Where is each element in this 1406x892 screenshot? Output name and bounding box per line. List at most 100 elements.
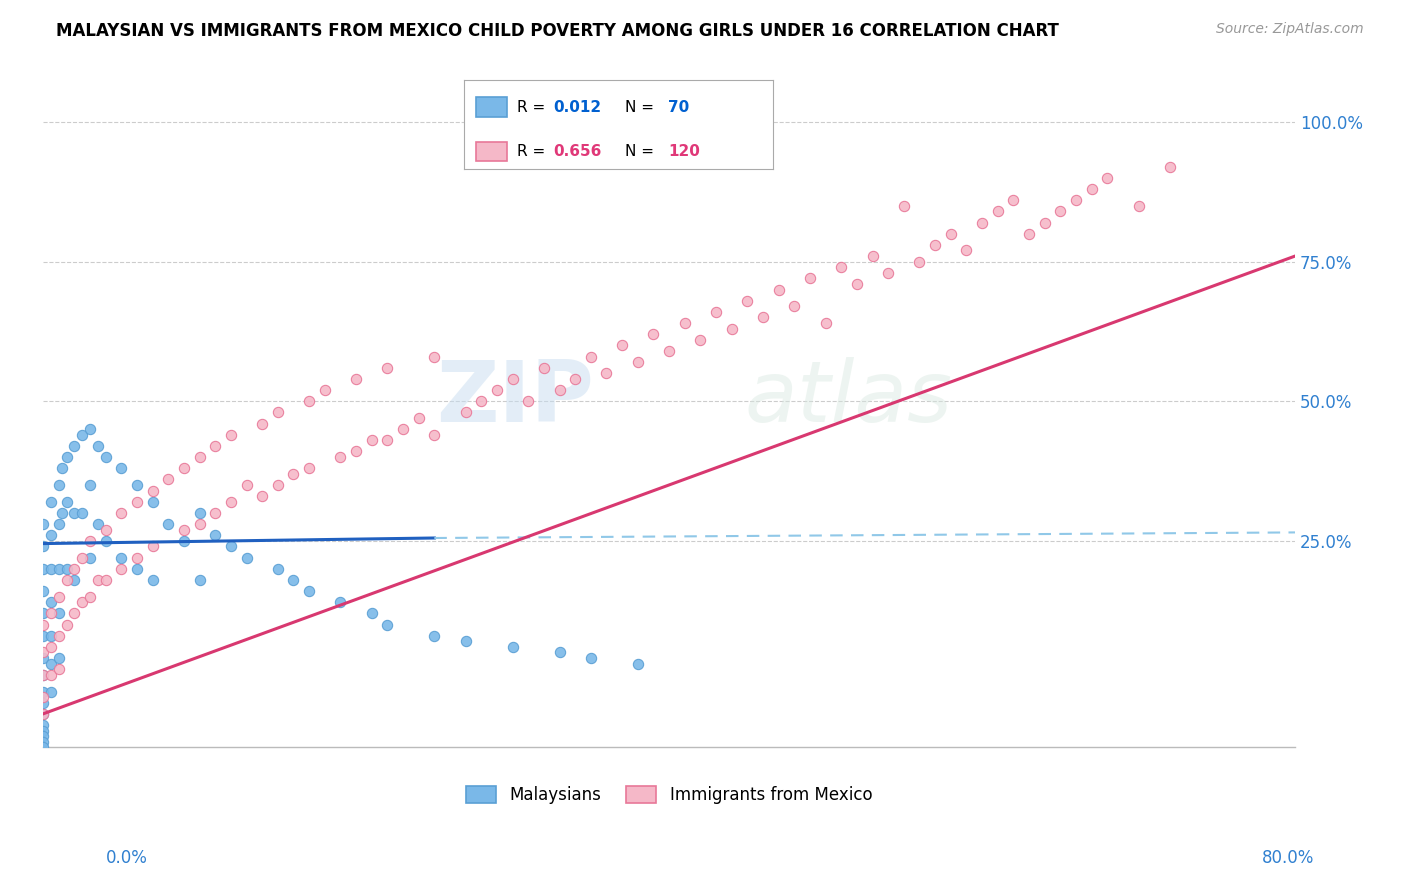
Point <box>485 383 508 397</box>
Point <box>377 617 399 632</box>
Point <box>970 216 993 230</box>
Point <box>235 478 257 492</box>
Point <box>454 634 477 648</box>
Point <box>39 595 62 609</box>
Point <box>1128 199 1150 213</box>
Point <box>32 729 55 743</box>
Point <box>908 254 931 268</box>
Point <box>298 394 321 409</box>
Point <box>32 706 55 721</box>
Point <box>39 657 62 671</box>
Point <box>32 667 55 681</box>
Point <box>329 450 352 464</box>
Point <box>924 238 946 252</box>
Point <box>32 684 55 698</box>
Point <box>48 607 70 621</box>
Point <box>32 740 55 755</box>
Point <box>610 338 633 352</box>
Text: 0.012: 0.012 <box>554 100 602 114</box>
Point <box>39 684 62 698</box>
Point <box>48 478 70 492</box>
Point <box>955 244 977 258</box>
Point <box>32 735 55 749</box>
Point <box>595 367 617 381</box>
Point <box>830 260 852 275</box>
Point <box>377 360 399 375</box>
Point <box>51 506 73 520</box>
Text: N =: N = <box>624 145 658 159</box>
Point <box>579 350 602 364</box>
Text: R =: R = <box>516 100 550 114</box>
Point <box>737 293 759 308</box>
Point <box>1002 194 1025 208</box>
Point <box>39 562 62 576</box>
Point <box>63 562 86 576</box>
Point <box>298 584 321 599</box>
Point <box>720 321 742 335</box>
Point <box>63 439 86 453</box>
Point <box>1080 182 1102 196</box>
Point <box>1064 194 1087 208</box>
Point <box>704 305 727 319</box>
Point <box>32 690 55 705</box>
Text: 70: 70 <box>668 100 689 114</box>
Point <box>1018 227 1040 241</box>
Point <box>63 573 86 587</box>
Point <box>32 696 55 710</box>
Bar <box>477 142 508 161</box>
Point <box>752 310 775 325</box>
Point <box>502 372 524 386</box>
Point <box>157 472 180 486</box>
Point <box>79 590 101 604</box>
Point <box>814 316 837 330</box>
Point <box>39 528 62 542</box>
Point <box>32 607 55 621</box>
Point <box>173 523 195 537</box>
Point <box>110 562 132 576</box>
Point <box>298 461 321 475</box>
Point <box>125 478 148 492</box>
Point <box>55 617 77 632</box>
Point <box>79 478 101 492</box>
Point <box>94 523 117 537</box>
Point <box>408 411 430 425</box>
Point <box>55 573 77 587</box>
Point <box>32 540 55 554</box>
Point <box>783 299 806 313</box>
Point <box>454 405 477 419</box>
Point <box>579 651 602 665</box>
Point <box>110 550 132 565</box>
Point <box>204 528 226 542</box>
Point <box>344 372 367 386</box>
Point <box>188 506 211 520</box>
Point <box>70 595 93 609</box>
Point <box>329 595 352 609</box>
Point <box>188 516 211 531</box>
Point <box>423 350 446 364</box>
Point <box>1159 160 1181 174</box>
Point <box>283 467 305 481</box>
Point <box>87 516 110 531</box>
Point <box>110 506 132 520</box>
Point <box>32 562 55 576</box>
Text: ZIP: ZIP <box>436 358 593 441</box>
Point <box>110 461 132 475</box>
Point <box>32 584 55 599</box>
Point <box>564 372 586 386</box>
Point <box>344 444 367 458</box>
Point <box>125 494 148 508</box>
Point <box>392 422 415 436</box>
Point <box>314 383 336 397</box>
Point <box>70 427 93 442</box>
Point <box>87 573 110 587</box>
Point <box>48 629 70 643</box>
Point <box>893 199 915 213</box>
Point <box>63 506 86 520</box>
Point <box>70 506 93 520</box>
Point <box>142 540 165 554</box>
Point <box>55 450 77 464</box>
Point <box>48 562 70 576</box>
Point <box>423 629 446 643</box>
Point <box>39 494 62 508</box>
Point <box>94 450 117 464</box>
